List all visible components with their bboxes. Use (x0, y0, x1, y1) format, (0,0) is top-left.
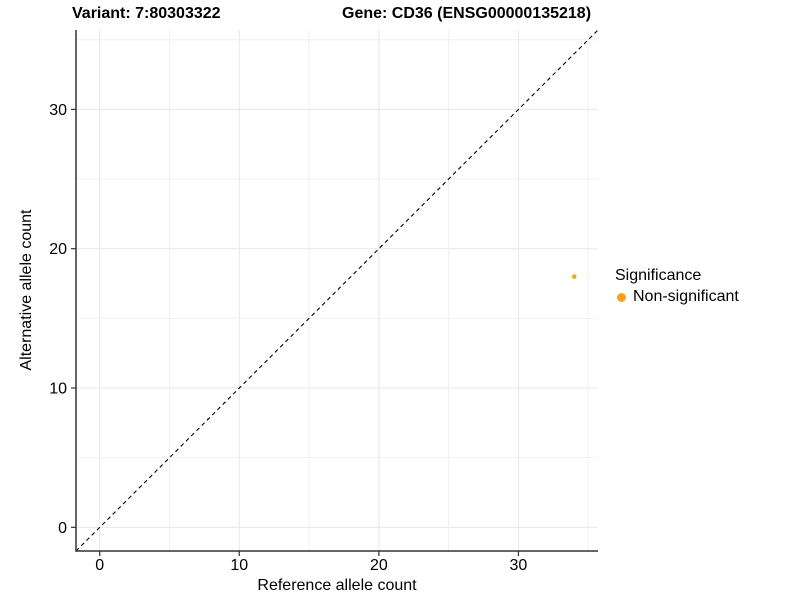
y-tick-label: 0 (58, 520, 67, 537)
x-tick-label: 20 (370, 557, 388, 574)
x-axis-title: Reference allele count (257, 577, 417, 594)
gene-title: Gene: CD36 (ENSG00000135218) (342, 5, 592, 22)
x-tick-label: 0 (95, 557, 104, 574)
x-tick-label: 10 (230, 557, 248, 574)
legend-title: Significance (615, 267, 702, 284)
legend: Significance Non-significant (615, 267, 739, 306)
y-tick-label: 20 (49, 241, 67, 258)
y-axis-title: Alternative allele count (18, 209, 35, 371)
y-tick-label: 10 (49, 381, 67, 398)
y-tick-label: 30 (49, 102, 67, 119)
x-tick-label: 30 (510, 557, 528, 574)
data-point (571, 274, 577, 279)
identity-line (75, 29, 599, 552)
nonsignificant-dot-icon (617, 292, 626, 302)
variant-title: Variant: 7:80303322 (72, 5, 221, 22)
legend-entry: Non-significant (615, 288, 739, 306)
legend-entry-label: Non-significant (633, 288, 739, 305)
